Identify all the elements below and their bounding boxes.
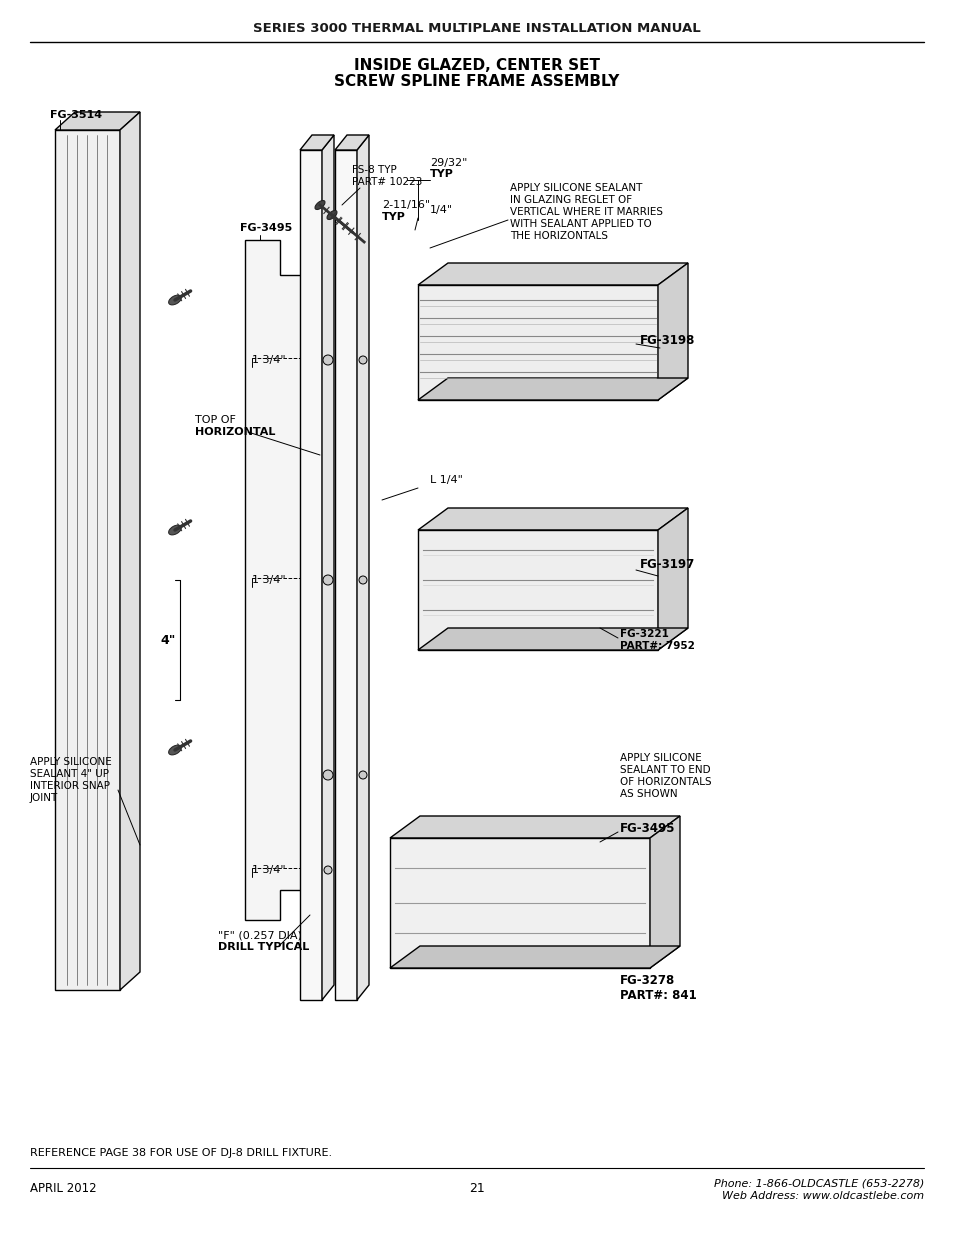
- Polygon shape: [658, 508, 687, 650]
- Ellipse shape: [169, 525, 181, 535]
- Text: Web Address: www.oldcastlebe.com: Web Address: www.oldcastlebe.com: [721, 1191, 923, 1200]
- Polygon shape: [322, 135, 334, 1000]
- Polygon shape: [299, 149, 322, 1000]
- Polygon shape: [417, 530, 658, 650]
- Polygon shape: [120, 112, 140, 990]
- Ellipse shape: [169, 745, 181, 755]
- Polygon shape: [55, 112, 140, 130]
- Text: HORIZONTAL: HORIZONTAL: [194, 427, 275, 437]
- Text: TYP: TYP: [430, 169, 454, 179]
- Text: 21: 21: [469, 1182, 484, 1194]
- Text: THE HORIZONTALS: THE HORIZONTALS: [510, 231, 607, 241]
- Text: SEALANT 4" UP: SEALANT 4" UP: [30, 769, 109, 779]
- Polygon shape: [356, 135, 369, 1000]
- Text: TOP OF: TOP OF: [194, 415, 235, 425]
- Text: APRIL 2012: APRIL 2012: [30, 1182, 96, 1194]
- Circle shape: [323, 576, 333, 585]
- Text: FS-8 TYP: FS-8 TYP: [352, 165, 396, 175]
- Circle shape: [358, 356, 367, 364]
- Polygon shape: [417, 629, 687, 650]
- Text: INTERIOR SNAP: INTERIOR SNAP: [30, 781, 110, 790]
- Polygon shape: [417, 378, 687, 400]
- Polygon shape: [335, 135, 369, 149]
- Text: FG-3495: FG-3495: [619, 821, 675, 835]
- Polygon shape: [417, 508, 687, 530]
- Text: "F" (0.257 DIA): "F" (0.257 DIA): [218, 930, 301, 940]
- Polygon shape: [417, 263, 687, 285]
- Polygon shape: [245, 240, 314, 920]
- Polygon shape: [390, 839, 649, 968]
- Text: REFERENCE PAGE 38 FOR USE OF DJ-8 DRILL FIXTURE.: REFERENCE PAGE 38 FOR USE OF DJ-8 DRILL …: [30, 1149, 332, 1158]
- Text: FG-3514: FG-3514: [50, 110, 102, 120]
- Ellipse shape: [169, 295, 181, 305]
- Text: 1/4": 1/4": [430, 205, 453, 215]
- Text: TYP: TYP: [381, 212, 405, 222]
- Polygon shape: [649, 816, 679, 968]
- Text: AS SHOWN: AS SHOWN: [619, 789, 677, 799]
- Text: 2-11/16": 2-11/16": [381, 200, 430, 210]
- Polygon shape: [658, 263, 687, 400]
- Ellipse shape: [327, 210, 336, 220]
- Ellipse shape: [314, 200, 325, 210]
- Circle shape: [323, 769, 333, 781]
- Text: Phone: 1-866-OLDCASTLE (653-2278): Phone: 1-866-OLDCASTLE (653-2278): [713, 1178, 923, 1188]
- Polygon shape: [417, 285, 658, 400]
- Text: L 1/4": L 1/4": [430, 475, 462, 485]
- Circle shape: [358, 771, 367, 779]
- Text: DRILL TYPICAL: DRILL TYPICAL: [218, 942, 309, 952]
- Text: 1 3/4": 1 3/4": [252, 576, 285, 585]
- Polygon shape: [335, 149, 356, 1000]
- Text: SEALANT TO END: SEALANT TO END: [619, 764, 710, 776]
- Text: FG-3278
PART#: 841: FG-3278 PART#: 841: [619, 974, 696, 1002]
- Text: 1 3/4": 1 3/4": [252, 354, 285, 366]
- Text: APPLY SILICONE: APPLY SILICONE: [619, 753, 701, 763]
- Text: IN GLAZING REGLET OF: IN GLAZING REGLET OF: [510, 195, 632, 205]
- Text: APPLY SILICONE SEALANT: APPLY SILICONE SEALANT: [510, 183, 641, 193]
- Polygon shape: [390, 946, 679, 968]
- Circle shape: [358, 576, 367, 584]
- Polygon shape: [299, 135, 334, 149]
- Text: FG-3198: FG-3198: [639, 333, 695, 347]
- Polygon shape: [55, 130, 120, 990]
- Text: JOINT: JOINT: [30, 793, 58, 803]
- Circle shape: [324, 866, 332, 874]
- Text: OF HORIZONTALS: OF HORIZONTALS: [619, 777, 711, 787]
- Text: 1 3/4": 1 3/4": [252, 864, 285, 876]
- Circle shape: [323, 354, 333, 366]
- Text: PART# 10223: PART# 10223: [352, 177, 422, 186]
- Text: SERIES 3000 THERMAL MULTIPLANE INSTALLATION MANUAL: SERIES 3000 THERMAL MULTIPLANE INSTALLAT…: [253, 21, 700, 35]
- Text: FG-3197: FG-3197: [639, 558, 695, 572]
- Text: FG-3221
PART#: 7952: FG-3221 PART#: 7952: [619, 629, 694, 651]
- Text: VERTICAL WHERE IT MARRIES: VERTICAL WHERE IT MARRIES: [510, 207, 662, 217]
- Text: WITH SEALANT APPLIED TO: WITH SEALANT APPLIED TO: [510, 219, 651, 228]
- Text: FG-3495: FG-3495: [240, 224, 292, 233]
- Text: INSIDE GLAZED, CENTER SET: INSIDE GLAZED, CENTER SET: [354, 58, 599, 73]
- Polygon shape: [390, 816, 679, 839]
- Text: 4": 4": [160, 634, 175, 646]
- Text: 29/32": 29/32": [430, 158, 467, 168]
- Text: SCREW SPLINE FRAME ASSEMBLY: SCREW SPLINE FRAME ASSEMBLY: [334, 74, 619, 89]
- Text: APPLY SILICONE: APPLY SILICONE: [30, 757, 112, 767]
